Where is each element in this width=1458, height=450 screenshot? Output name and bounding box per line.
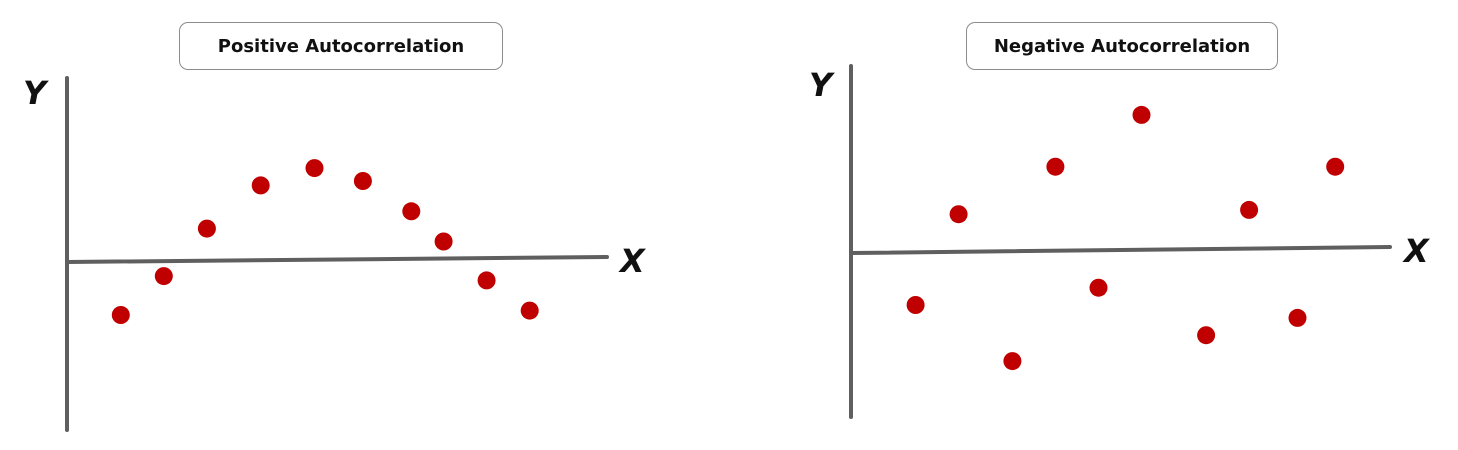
chart-positive-autocorrelation: Positive Autocorrelation Y X [23, 22, 646, 432]
data-point [1046, 157, 1065, 176]
plot-area: Y X [23, 74, 646, 432]
data-point [154, 267, 173, 286]
data-point [305, 159, 324, 178]
chart-title: Positive Autocorrelation [179, 22, 503, 70]
data-point [949, 205, 968, 224]
data-point [1197, 326, 1216, 345]
y-axis-label: Y [809, 66, 835, 104]
data-point [1326, 157, 1345, 176]
chart-title: Negative Autocorrelation [966, 22, 1278, 70]
data-point [402, 202, 421, 221]
data-point [477, 271, 496, 290]
data-point [906, 296, 925, 314]
data-point [197, 219, 216, 238]
data-point [434, 232, 453, 251]
data-point [251, 176, 270, 195]
y-axis-label: Y [23, 74, 49, 112]
data-point [111, 306, 130, 324]
data-points [111, 159, 539, 324]
data-point [520, 301, 539, 320]
x-axis-label: X [1402, 232, 1430, 270]
x-axis-label: X [618, 242, 646, 280]
data-point [1240, 200, 1259, 219]
plot-area: Y X [809, 64, 1430, 419]
x-axis-line [849, 245, 1392, 255]
data-point [1003, 352, 1022, 371]
data-points [906, 105, 1345, 371]
data-point [1288, 308, 1307, 327]
data-point [1089, 278, 1108, 297]
x-axis-line [65, 255, 609, 264]
data-point [353, 172, 372, 190]
chart-negative-autocorrelation: Negative Autocorrelation Y X [729, 0, 1458, 450]
data-point [1132, 105, 1151, 124]
